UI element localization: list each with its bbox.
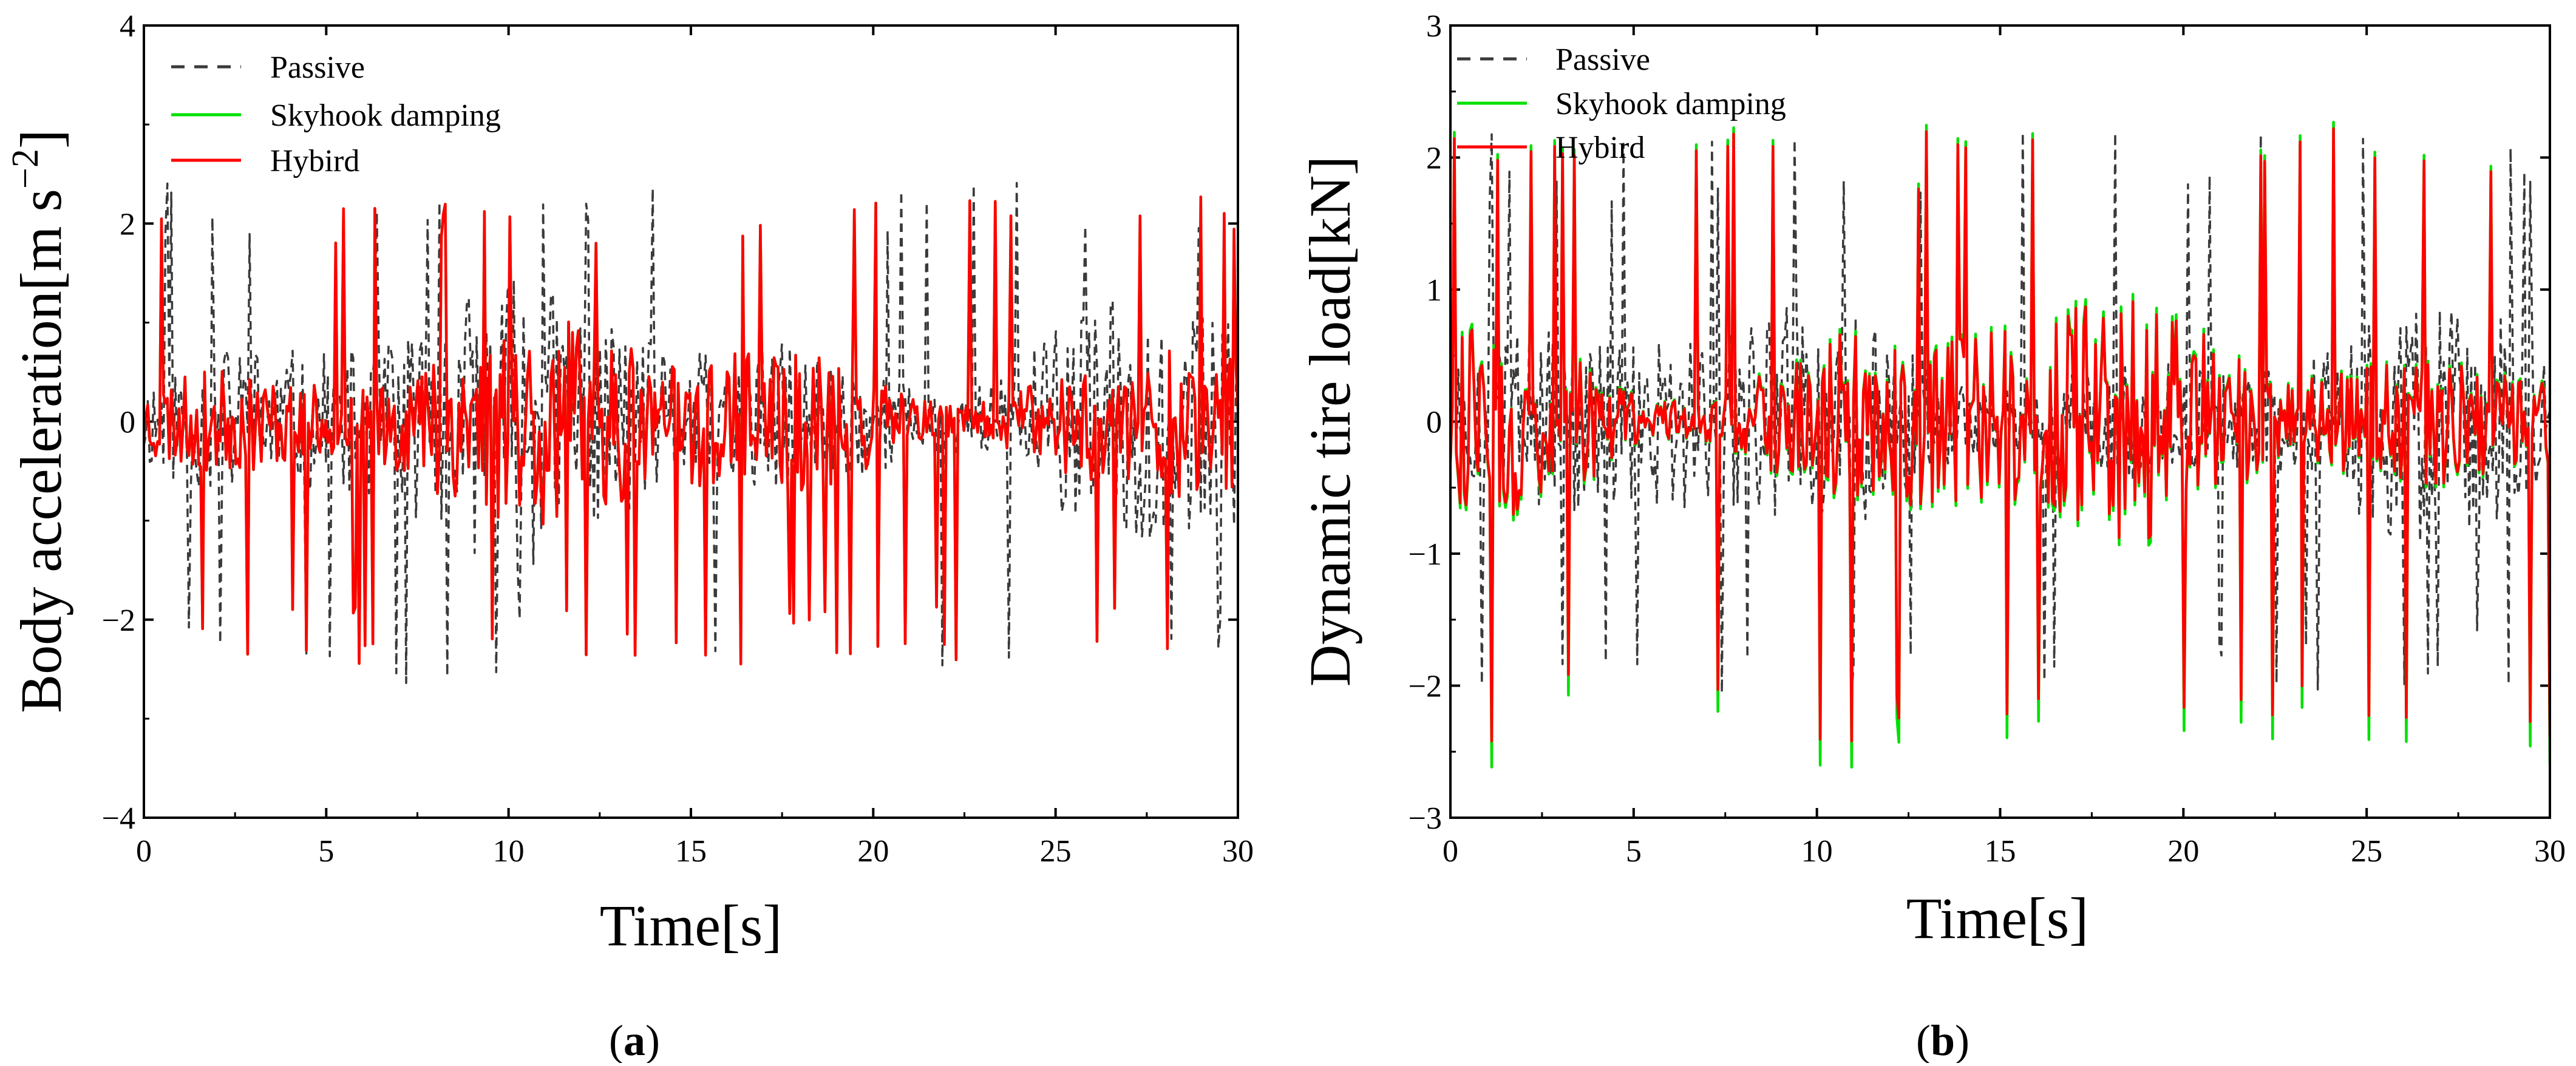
- series-line-passive: [144, 182, 1238, 684]
- panel-a-legend: Passive Skyhook damping Hybird: [171, 50, 501, 178]
- x-tick-label: 20: [2167, 834, 2199, 869]
- y-tick-label: 0: [1426, 406, 1442, 440]
- y-tick-label: 3: [1426, 9, 1442, 44]
- y-tick-label: 2: [120, 207, 135, 242]
- x-tick-label: 0: [136, 834, 152, 869]
- panel-a-plot-frame: [143, 24, 1239, 819]
- panel-a-series: [144, 182, 1238, 684]
- panel-b: 0 5 10 15 20 25 30 −3 −2 −1 0 1 2 3 Dynamic tire load…: [1297, 9, 2566, 1065]
- panel-a-y-axis-label: Body acceleration[m s−2]: [5, 129, 73, 713]
- panel-b-legend: Passive Skyhook damping Hybird: [1457, 42, 1786, 165]
- x-tick-label: 15: [675, 834, 707, 869]
- panel-b-x-axis-label: Time[s]: [1906, 886, 2089, 951]
- panel-a-tick-labels: 0 5 10 15 20 25 30 −4 −2 0 2 4: [102, 9, 1254, 869]
- x-tick-label: 5: [1626, 834, 1642, 869]
- panel-a-caption: (a): [609, 1016, 660, 1063]
- x-tick-label: 5: [318, 834, 334, 869]
- legend-skyhook-label: Skyhook damping: [270, 98, 501, 133]
- y-tick-label: −3: [1409, 801, 1442, 836]
- legend-passive-label: Passive: [1555, 42, 1650, 77]
- x-tick-label: 10: [1801, 834, 1833, 869]
- legend-passive-label: Passive: [270, 50, 365, 85]
- y-tick-label: 4: [120, 9, 135, 44]
- y-tick-label: 1: [1426, 273, 1442, 308]
- panel-a: 0 5 10 15 20 25 30 −4 −2 0 2 4 Body acceleration[m …: [5, 9, 1254, 1065]
- x-tick-label: 25: [1040, 834, 1072, 869]
- series-line-hybird: [144, 195, 1238, 666]
- series-line-hybird: [1450, 127, 2550, 743]
- x-tick-label: 0: [1443, 834, 1458, 869]
- y-tick-label: 0: [120, 406, 135, 440]
- panel-b-tick-labels: 0 5 10 15 20 25 30 −3 −2 −1 0 1 2 3: [1409, 9, 2566, 869]
- x-tick-label: 15: [1985, 834, 2016, 869]
- x-tick-label: 30: [2534, 834, 2566, 869]
- x-tick-label: 10: [493, 834, 525, 869]
- panel-b-y-axis-label: Dynamic tire load[kN]: [1297, 156, 1362, 687]
- panel-b-series: [1450, 120, 2550, 769]
- legend-hybird-label: Hybird: [1555, 131, 1645, 165]
- y-tick-label: −2: [102, 603, 135, 638]
- y-tick-label: −4: [102, 801, 135, 836]
- x-tick-label: 30: [1222, 834, 1254, 869]
- panel-b-plot-frame: [1449, 24, 2551, 819]
- y-tick-label: −1: [1409, 537, 1442, 572]
- panel-b-caption: (b): [1916, 1016, 1969, 1063]
- legend-hybird-label: Hybird: [270, 144, 359, 178]
- panel-a-x-axis-label: Time[s]: [600, 893, 783, 958]
- x-tick-label: 25: [2351, 834, 2382, 869]
- x-tick-label: 20: [857, 834, 889, 869]
- y-tick-label: −2: [1409, 670, 1442, 704]
- y-tick-label: 2: [1426, 141, 1442, 176]
- legend-skyhook-label: Skyhook damping: [1555, 87, 1786, 121]
